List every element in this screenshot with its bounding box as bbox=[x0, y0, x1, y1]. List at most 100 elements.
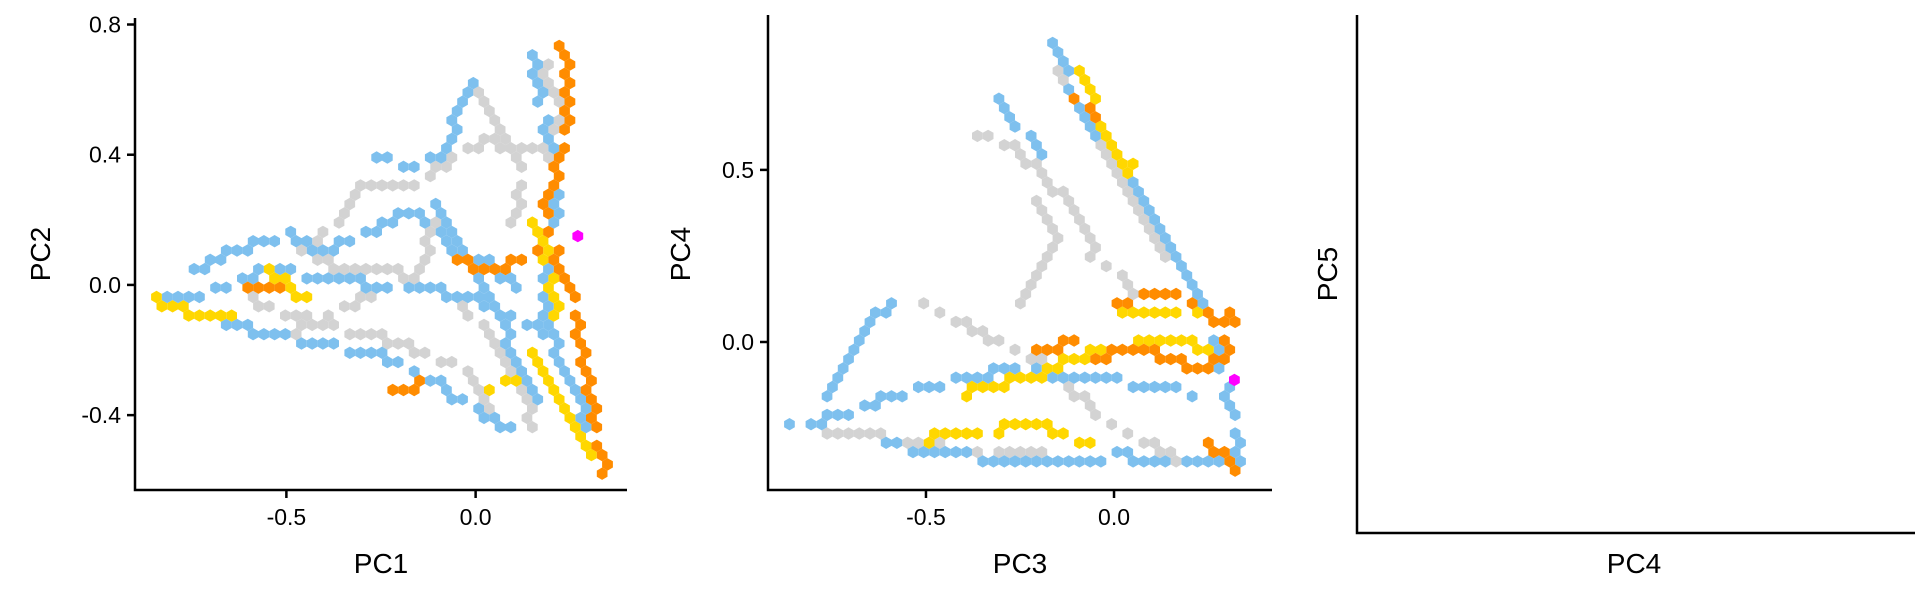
hex-cell bbox=[419, 235, 431, 248]
hex-cell bbox=[451, 123, 463, 136]
hex-cell bbox=[355, 272, 366, 285]
hex-cell bbox=[1154, 445, 1166, 459]
hex-cell bbox=[161, 290, 173, 304]
axis-frame bbox=[133, 18, 627, 492]
x-axis-label: PC1 bbox=[354, 548, 408, 579]
hex-cell bbox=[1219, 445, 1230, 459]
hex-cell bbox=[1041, 343, 1053, 356]
hex-cell bbox=[553, 355, 565, 369]
hex-cell bbox=[1068, 92, 1080, 105]
hex-cell bbox=[564, 114, 576, 127]
y-axis-label: PC2 bbox=[25, 227, 56, 281]
hex-cell bbox=[1208, 334, 1219, 347]
hex-cell bbox=[505, 421, 517, 434]
hex-cell bbox=[1074, 64, 1085, 77]
hex-cell bbox=[1127, 380, 1139, 394]
hex-cell bbox=[548, 272, 560, 285]
hex-cell bbox=[934, 380, 946, 394]
hex-cell bbox=[467, 262, 479, 276]
hex-cell bbox=[435, 207, 447, 220]
hex-cell bbox=[527, 346, 538, 359]
hex-cell bbox=[1015, 445, 1026, 459]
hex-cell bbox=[1219, 315, 1230, 329]
hex-cell bbox=[548, 253, 560, 266]
hex-cell bbox=[537, 235, 549, 248]
hex-cell bbox=[543, 132, 554, 146]
hex-cell bbox=[966, 325, 978, 338]
hex-cell bbox=[527, 67, 538, 80]
hex-cell bbox=[301, 290, 313, 304]
hex-cell bbox=[559, 67, 570, 80]
hex-cell bbox=[344, 328, 356, 341]
y-tick-label: 0.0 bbox=[722, 329, 754, 355]
hex-cell bbox=[1117, 306, 1128, 319]
hex-cell bbox=[280, 328, 291, 341]
hex-cell bbox=[580, 346, 592, 359]
hex-cell bbox=[1015, 371, 1026, 384]
hex-cell bbox=[532, 244, 544, 257]
hex-cell bbox=[215, 253, 227, 266]
hex-cell bbox=[1127, 157, 1139, 170]
hex-cell bbox=[290, 290, 302, 304]
hex-cell bbox=[591, 421, 603, 434]
hex-cell bbox=[457, 95, 468, 108]
hex-cell bbox=[424, 225, 436, 239]
hex-cell bbox=[285, 262, 297, 276]
hex-cell bbox=[521, 318, 533, 332]
hex-cell bbox=[360, 281, 372, 294]
hex-cell bbox=[1181, 455, 1193, 468]
hex-cell bbox=[880, 306, 892, 319]
hex-cell bbox=[1138, 436, 1150, 449]
hex-cell bbox=[586, 411, 597, 425]
hex-cell bbox=[1031, 455, 1042, 468]
axis-frame bbox=[766, 15, 1272, 492]
hex-cell bbox=[301, 272, 313, 285]
hex-cell bbox=[864, 427, 876, 440]
hex-cell bbox=[1192, 287, 1203, 301]
hex-cell bbox=[1111, 445, 1123, 459]
hex-cell bbox=[596, 467, 608, 480]
hex-cell bbox=[832, 427, 844, 440]
hex-cell bbox=[821, 408, 833, 422]
hex-cell bbox=[387, 179, 399, 192]
hex-cell bbox=[226, 309, 237, 322]
hex-cell bbox=[569, 328, 581, 341]
hex-cell bbox=[1009, 455, 1021, 468]
hex-cell bbox=[516, 179, 527, 192]
hex-cell bbox=[961, 445, 972, 459]
hex-cell bbox=[1154, 241, 1166, 254]
hex-cell bbox=[204, 253, 216, 266]
hex-cell bbox=[569, 309, 581, 322]
hex-cell bbox=[1127, 176, 1139, 189]
hex-cell bbox=[1100, 129, 1112, 143]
hex-cell bbox=[1100, 148, 1112, 161]
hex-cell bbox=[392, 262, 404, 276]
hex-cell bbox=[441, 290, 452, 304]
hex-cell bbox=[575, 337, 586, 350]
hex-cell bbox=[972, 371, 983, 384]
hex-cell bbox=[1122, 297, 1134, 310]
hex-cell bbox=[993, 92, 1005, 105]
hex-cell bbox=[505, 309, 517, 322]
hex-cell bbox=[1160, 232, 1171, 245]
hex-cell bbox=[1202, 436, 1214, 449]
hex-cell bbox=[1041, 176, 1053, 189]
hex-cell bbox=[500, 374, 511, 387]
hex-cell bbox=[317, 318, 329, 332]
hex-cell bbox=[837, 362, 849, 375]
hex-cell bbox=[328, 337, 339, 350]
hex-cell bbox=[537, 272, 549, 285]
hex-cell bbox=[548, 142, 560, 155]
hex-cell bbox=[387, 383, 399, 397]
hex-cell bbox=[194, 290, 205, 304]
hex-cell bbox=[939, 445, 951, 459]
highlight-hex-cell bbox=[572, 229, 584, 243]
hex-cell bbox=[1031, 194, 1042, 208]
hex-cell bbox=[462, 290, 474, 304]
hex-cell bbox=[537, 123, 549, 136]
hex-cell bbox=[821, 427, 833, 440]
hex-cell bbox=[328, 262, 339, 276]
hex-cell bbox=[564, 281, 576, 294]
hex-cell bbox=[355, 328, 366, 341]
hex-cell bbox=[1079, 111, 1091, 124]
